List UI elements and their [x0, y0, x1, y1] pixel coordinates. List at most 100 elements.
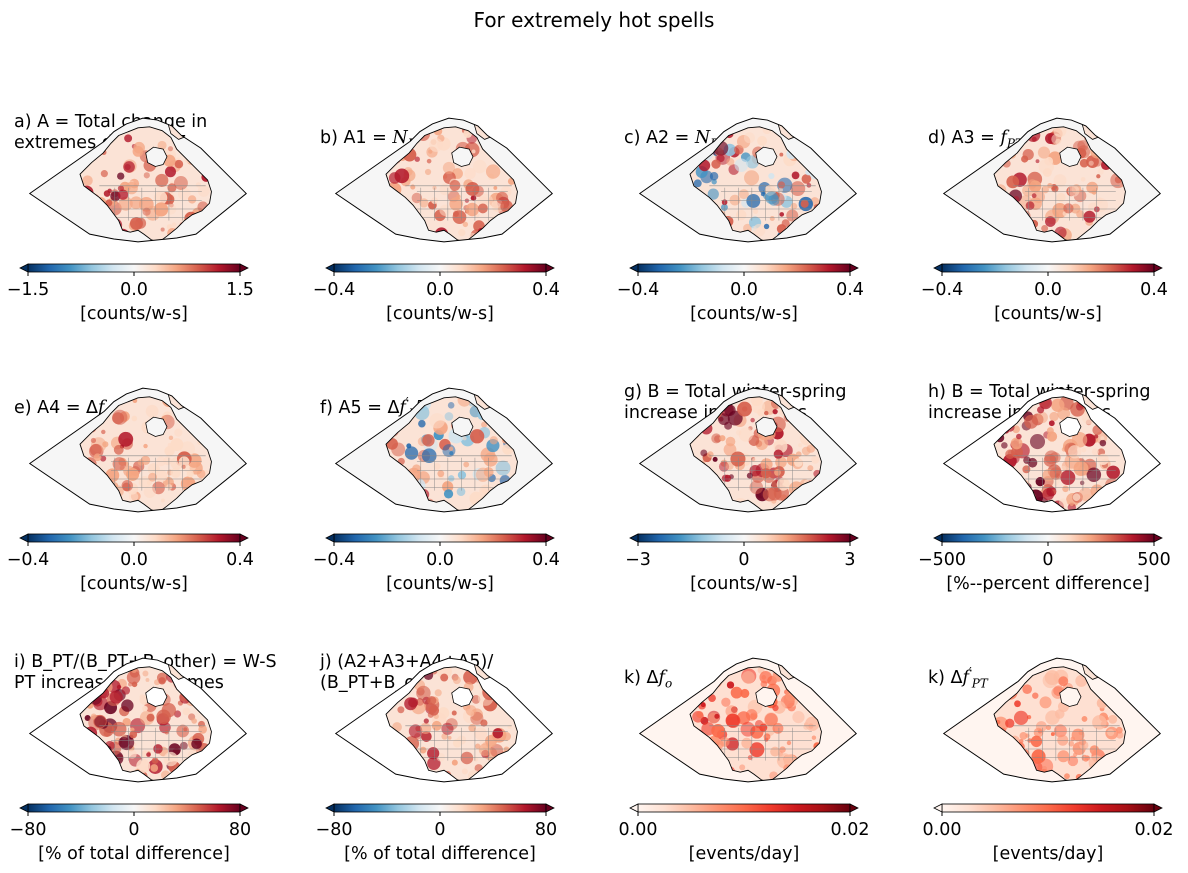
map-field-blob [803, 407, 810, 414]
map-field-blob [183, 727, 188, 732]
coastline [993, 396, 1126, 512]
map-field-blob [1075, 674, 1088, 687]
colorbar-extend-high [545, 803, 555, 813]
map-field-blob [711, 159, 721, 169]
map-field-blob [772, 409, 778, 415]
map-field-blob [1057, 750, 1070, 763]
map-field-blob [1045, 216, 1056, 227]
map-field-blob [1022, 148, 1034, 161]
map-field-blob [1041, 224, 1049, 232]
map-field-blob [1011, 668, 1021, 678]
map-field-blob [775, 456, 787, 468]
colorbar-tick-label: 0.4 [226, 550, 254, 570]
map-boundary [334, 657, 553, 783]
map-field-blob [1005, 718, 1015, 728]
panel-a: a) A = Total change in extremes during PT… [7, 60, 314, 330]
land-fill [80, 126, 212, 242]
colorbar-extend-high [239, 803, 249, 813]
colorbar [933, 533, 1163, 546]
map-field-blob [386, 398, 400, 413]
map-field-blob [1022, 465, 1031, 474]
map-field-blob [768, 172, 775, 180]
colorbar-gradient [941, 533, 1155, 543]
map-field-blob [759, 723, 768, 732]
map-field-blob [750, 417, 755, 423]
colorbar-label: [counts/w-s] [80, 304, 188, 324]
map-field-blob [719, 435, 726, 442]
colorbar-tick-label: −1.5 [6, 280, 50, 300]
map-field-blob [146, 713, 155, 722]
map-field-blob [695, 126, 711, 139]
map-field-blob [707, 188, 719, 200]
map-boundary [638, 657, 857, 783]
map-field-blob [710, 129, 717, 136]
map-field-blob [1057, 407, 1071, 420]
colorbar-tick-label: −3 [625, 550, 651, 570]
colorbar-extend-low [19, 263, 29, 273]
colorbar-label: [counts/w-s] [690, 304, 798, 324]
map-field-blob [451, 710, 457, 716]
map-field-blob [173, 710, 182, 718]
map-field-blob [129, 217, 143, 230]
map-field-blob [112, 409, 128, 425]
map-plot [28, 117, 247, 243]
colorbar-tick-label: 0.02 [830, 820, 870, 840]
map-field-blob [1100, 436, 1105, 441]
colorbar-gradient [941, 803, 1155, 813]
colorbar-tick-label: 0 [128, 820, 140, 840]
map-field-blob [811, 735, 817, 740]
map-field-blob [448, 446, 454, 451]
map-plot [942, 117, 1161, 243]
map-field-blob [462, 436, 467, 441]
map-field-blob [155, 173, 169, 187]
map-field-blob [1097, 168, 1104, 175]
map-field-blob [408, 724, 423, 738]
map-field-blob [113, 444, 124, 455]
coastline [689, 666, 822, 782]
map-field-blob [739, 764, 746, 771]
colorbar-label: [events/day] [992, 844, 1104, 864]
map-field-blob [142, 207, 151, 216]
panel-j: j) (A2+A3+A4+A5)/(B_PT+B_other) −80 0 80 [% … [316, 600, 620, 870]
map-field-blob [726, 157, 735, 166]
panel-i: i) B_PT/(B_PT+B_other) = W-S PT increase … [10, 600, 314, 870]
map-field-blob [143, 172, 150, 179]
map-field-blob [449, 180, 461, 191]
map-field-blob [1114, 676, 1124, 686]
map-field-blob [745, 709, 758, 721]
map-field-blob [168, 435, 174, 441]
map-field-blob [145, 404, 159, 418]
hudson-bay [755, 146, 778, 167]
hudson-bay [451, 416, 474, 437]
map-field [993, 118, 1126, 242]
map-field-blob [1032, 692, 1039, 699]
map-field-blob [161, 498, 165, 503]
map-field-blob [1004, 130, 1013, 139]
map-field-blob [142, 670, 149, 677]
colorbar-extend-high [849, 803, 859, 813]
map-field-blob [1088, 160, 1094, 166]
map-field-blob [429, 413, 445, 429]
map-field-blob [1027, 457, 1038, 468]
map-field-blob [460, 751, 474, 765]
map-field-blob [779, 212, 785, 217]
map-field-blob [90, 713, 97, 720]
map-field-blob [1094, 434, 1099, 439]
map-field-blob [101, 429, 106, 435]
map-field-blob [1115, 137, 1120, 142]
map-field-blob [447, 735, 452, 740]
map-field-blob [1092, 715, 1107, 730]
map-field-blob [749, 742, 765, 758]
map-field-blob [112, 457, 127, 471]
colorbar-gradient [27, 263, 241, 273]
map-field-blob [791, 171, 800, 180]
map-field-blob [779, 152, 784, 157]
map-field-blob [394, 168, 410, 184]
map-field-blob [769, 215, 775, 221]
map-field-blob [738, 427, 754, 442]
map-field-blob [804, 677, 811, 684]
map-field-blob [195, 127, 201, 133]
map-field-blob [191, 738, 202, 750]
map-field [689, 658, 822, 782]
map-field-blob [433, 462, 441, 470]
